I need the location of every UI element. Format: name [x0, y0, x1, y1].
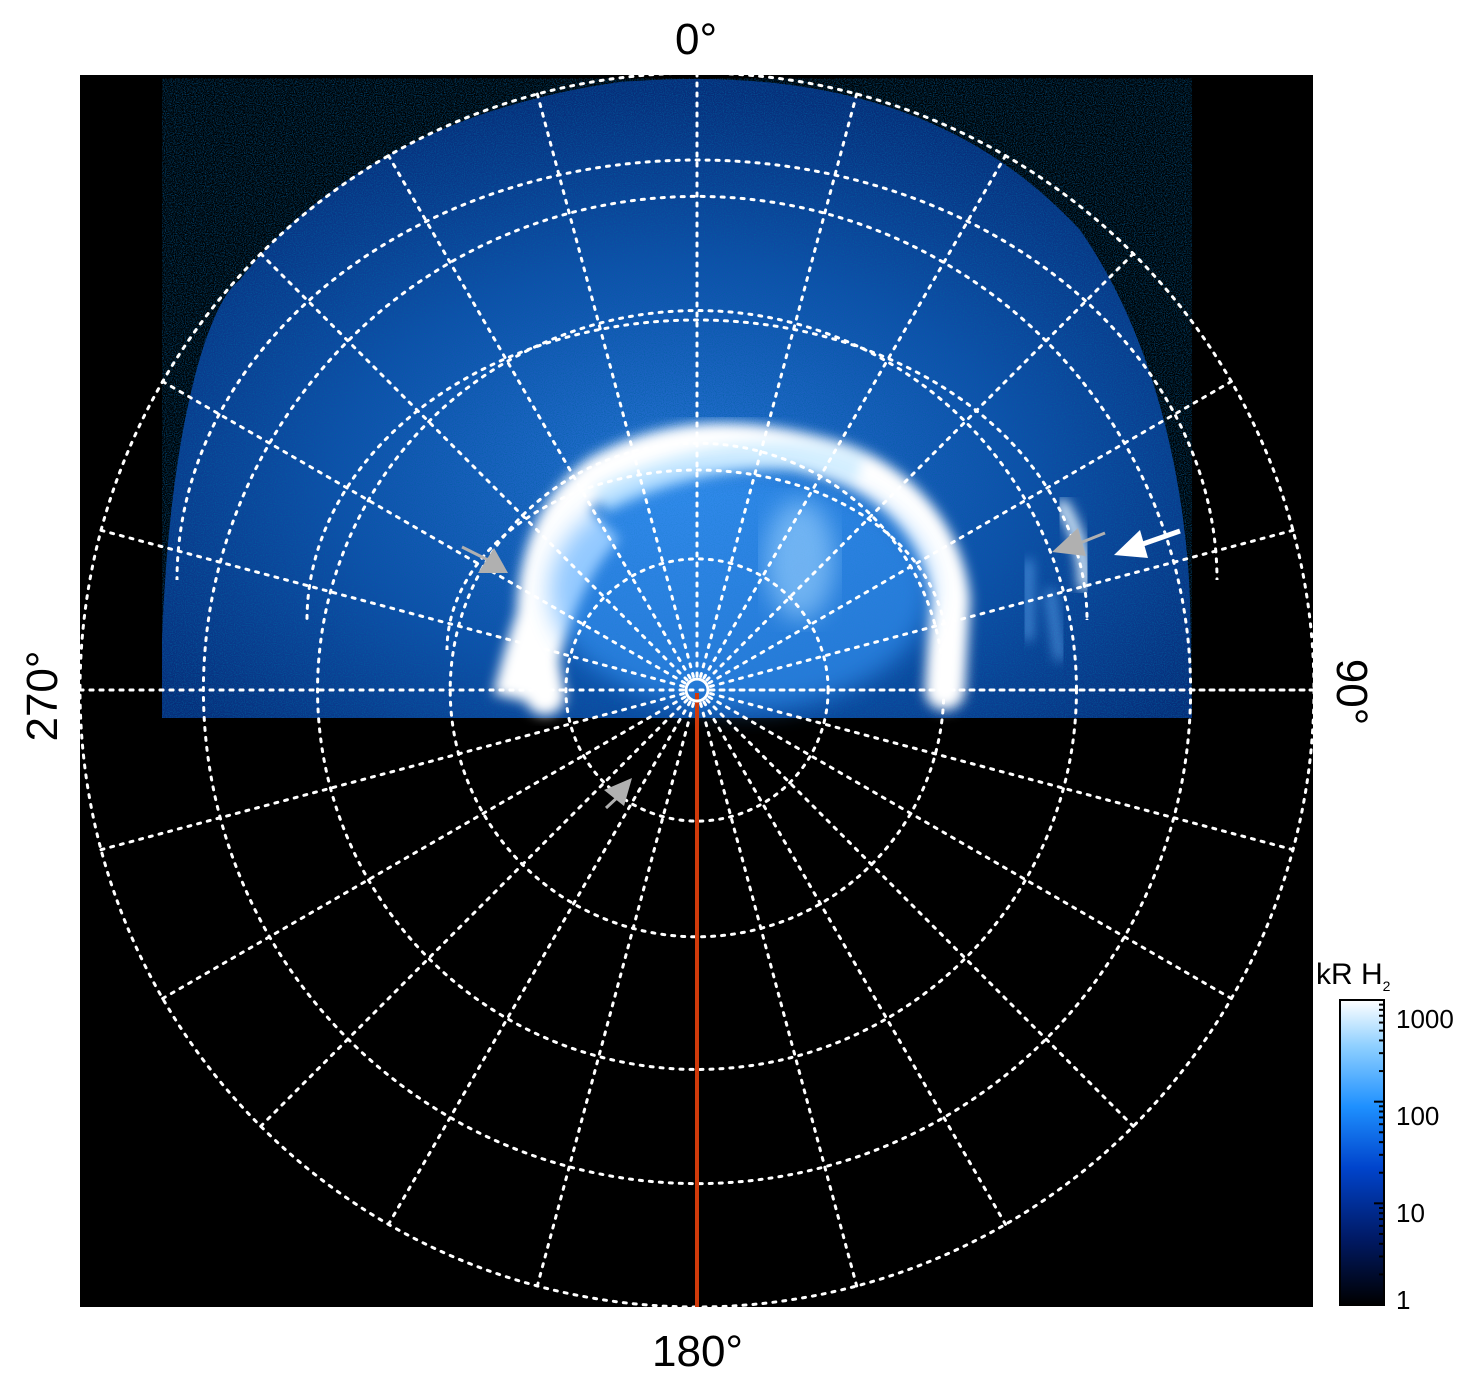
grid-spoke	[535, 92, 695, 678]
grid-spoke	[259, 252, 689, 682]
grid-spoke	[709, 528, 1295, 688]
azimuth-label-bottom: 180°	[652, 1327, 744, 1376]
grid-spoke	[161, 695, 687, 1000]
colorbar-tick-100: 100	[1396, 1101, 1440, 1131]
colorbar	[1339, 999, 1385, 1306]
colorbar-ticks	[1374, 999, 1384, 1306]
grid-spoke	[99, 692, 685, 852]
grey-arrow-bottom	[604, 778, 632, 810]
grid-spoke	[709, 692, 1295, 852]
colorbar-tick-1000: 1000	[1396, 1004, 1454, 1034]
grid-ring	[316, 309, 1078, 1071]
inner-emission-patch	[765, 500, 835, 620]
azimuth-label-left: 270°	[18, 650, 67, 742]
colorbar-title: kR H2	[1316, 958, 1391, 994]
azimuth-label-top: 0°	[675, 15, 718, 64]
pole-marker	[684, 677, 710, 703]
white-arrow	[1114, 528, 1181, 558]
grid-spoke	[387, 154, 692, 680]
grid-spoke	[387, 700, 692, 1226]
grid-spoke	[707, 695, 1233, 1000]
grid-spoke	[161, 380, 687, 685]
grid-ring	[564, 557, 830, 823]
grid-spoke	[259, 698, 689, 1128]
grid-spoke	[705, 698, 1135, 1128]
grid-spoke	[702, 154, 1007, 680]
grid-spoke	[707, 380, 1233, 685]
grid-spoke	[702, 700, 1007, 1226]
grid-spoke	[705, 252, 1135, 682]
colorbar-tick-10: 10	[1396, 1198, 1425, 1228]
grid-spoke	[699, 702, 859, 1288]
grey-arrow-right	[1052, 528, 1106, 556]
polar-grid	[80, 75, 1313, 1307]
azimuth-label-right: 90°	[1327, 658, 1376, 726]
grey-arrow-left	[461, 545, 508, 573]
colorbar-tick-1: 1	[1396, 1285, 1411, 1315]
grid-spoke	[99, 528, 685, 688]
grid-spoke	[535, 702, 695, 1288]
footprint-tail	[1024, 560, 1064, 661]
grid-spoke	[699, 92, 859, 678]
polar-cap-glow	[550, 470, 930, 710]
